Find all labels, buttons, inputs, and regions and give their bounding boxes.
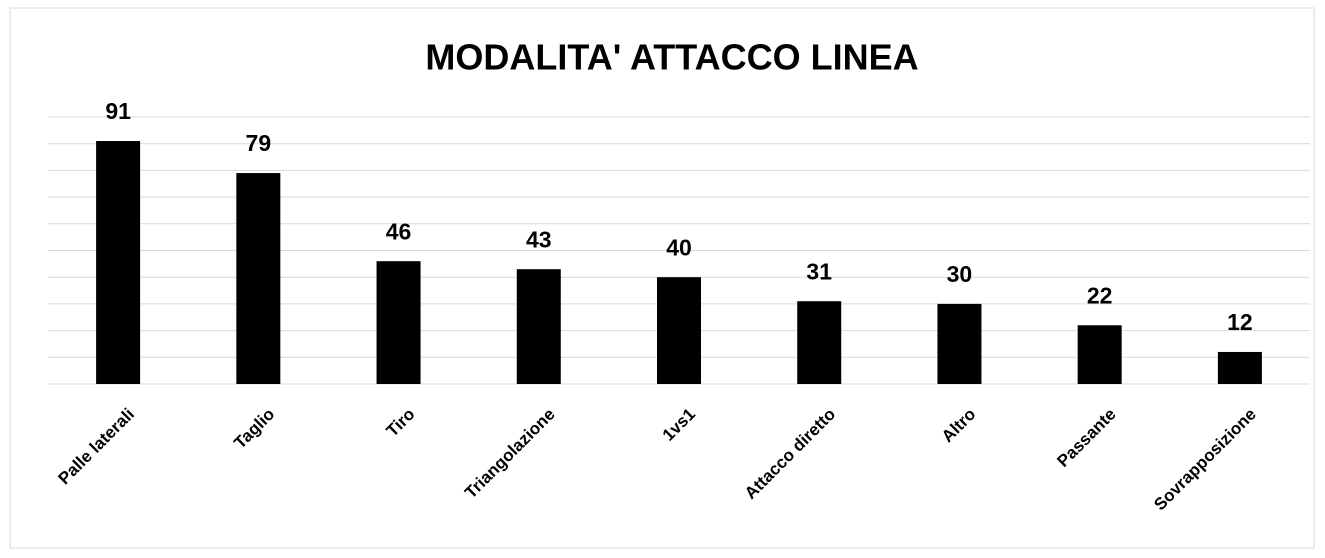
data-label: 43 — [526, 226, 552, 252]
data-label: 12 — [1227, 309, 1253, 335]
data-label: 22 — [1087, 282, 1113, 308]
data-label: 91 — [105, 98, 131, 124]
bar — [1077, 325, 1122, 384]
data-label: 79 — [246, 130, 272, 156]
data-label: 40 — [666, 234, 692, 260]
bar — [1217, 351, 1262, 384]
data-label: 46 — [386, 218, 412, 244]
bar — [236, 173, 281, 384]
bar — [797, 301, 842, 384]
data-label: 31 — [806, 258, 832, 284]
bar — [376, 261, 421, 384]
data-label: 30 — [947, 261, 973, 287]
bar — [937, 303, 982, 384]
chart-title: MODALITA' ATTACCO LINEA — [425, 37, 918, 78]
bar — [657, 277, 701, 384]
bar — [96, 141, 141, 384]
bar — [516, 269, 561, 384]
